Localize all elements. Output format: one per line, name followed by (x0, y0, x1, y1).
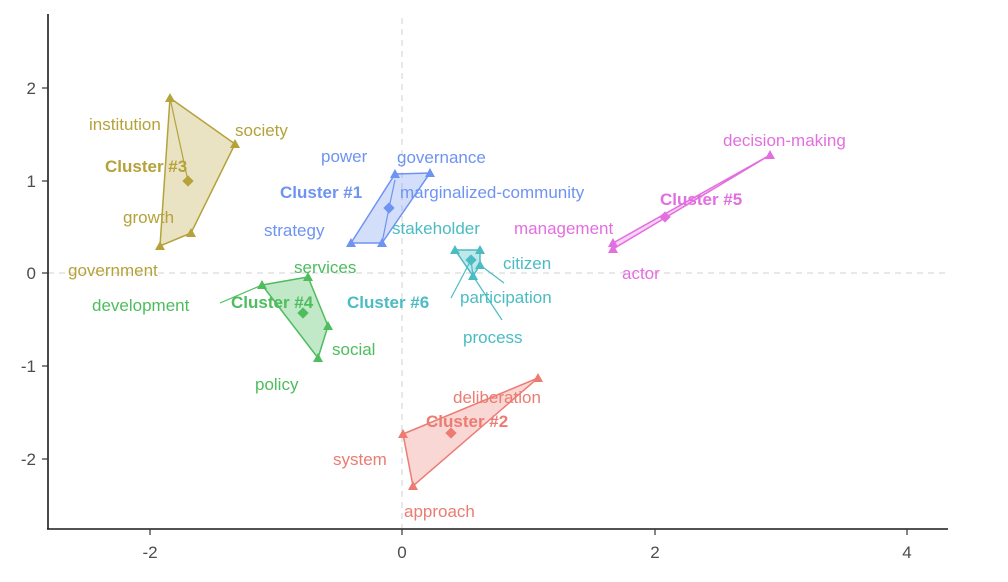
word-label-governance: governance (397, 148, 486, 167)
word-label-growth: growth (123, 208, 174, 227)
x-tick-label: 2 (650, 543, 659, 562)
word-label-citizen: citizen (503, 254, 551, 273)
cluster-5-group: decision-making management actor Cluster… (514, 131, 846, 283)
cluster-2-hull (402, 377, 539, 488)
word-label-decision-making: decision-making (723, 131, 846, 150)
word-label-services: services (294, 258, 356, 277)
word-label-stakeholder: stakeholder (392, 219, 480, 238)
cluster-4-hull (260, 276, 329, 360)
cluster-1-centroid-marker (383, 202, 395, 214)
y-tick-label: -2 (21, 450, 36, 469)
point-stakeholder-marker (377, 238, 387, 247)
point-development-marker (257, 280, 267, 289)
cluster-2-centroid-marker (445, 427, 457, 439)
x-tick-label: -2 (142, 543, 157, 562)
cluster-1-group: power governance marginalized-community … (264, 147, 585, 247)
point-services-marker (303, 272, 313, 281)
cluster-3-centroid-marker (182, 175, 194, 187)
word-label-approach: approach (404, 502, 475, 521)
y-tick-label: 2 (27, 79, 36, 98)
point-society-marker (230, 139, 240, 148)
point-decision-making-marker (765, 150, 775, 159)
word-label-deliberation: deliberation (453, 388, 541, 407)
word-label-marginalized-community: marginalized-community (400, 183, 585, 202)
word-label-system: system (333, 450, 387, 469)
point-stakeholder-c6-marker (450, 245, 460, 254)
word-label-process: process (463, 328, 523, 347)
point-management-marker (608, 238, 618, 247)
cluster-3-group: institution society growth government Cl… (68, 93, 288, 280)
word-label-policy: policy (255, 375, 299, 394)
point-governance-marker (425, 168, 435, 177)
word-label-management: management (514, 219, 614, 238)
cluster-4-label: Cluster #4 (231, 293, 314, 312)
point-participation-marker (475, 260, 485, 269)
point-policy-marker (313, 353, 323, 362)
word-label-power: power (321, 147, 368, 166)
cluster-3-label: Cluster #3 (105, 157, 187, 176)
point-government-marker (155, 241, 165, 250)
y-axis: 2 1 0 -1 -2 (21, 14, 49, 529)
y-tick-label: 0 (27, 264, 36, 283)
cluster-1-label: Cluster #1 (280, 183, 362, 202)
x-tick-label: 0 (397, 543, 406, 562)
point-deliberation-marker (533, 373, 543, 382)
point-social-marker (323, 321, 333, 330)
cluster-6-label: Cluster #6 (347, 293, 429, 312)
word-label-strategy: strategy (264, 221, 325, 240)
cluster-5-label: Cluster #5 (660, 190, 742, 209)
point-citizen-marker (475, 245, 485, 254)
point-approach-marker (408, 481, 418, 490)
word-label-government: government (68, 261, 158, 280)
word-label-actor: actor (622, 264, 660, 283)
word-label-institution: institution (89, 115, 161, 134)
point-system-marker (398, 429, 408, 438)
word-label-society: society (235, 121, 288, 140)
word-label-development: development (92, 296, 190, 315)
cluster-4-group: services development social policy Clust… (92, 258, 375, 394)
point-institution-marker (165, 93, 175, 102)
cluster-2-label: Cluster #2 (426, 412, 508, 431)
reference-lines (48, 18, 948, 528)
y-tick-label: -1 (21, 357, 36, 376)
word-label-participation: participation (460, 288, 552, 307)
point-power-marker (390, 169, 400, 178)
point-strategy-marker (346, 238, 356, 247)
cluster-5-centroid-marker (659, 211, 671, 223)
x-axis: -2 0 2 4 (47, 528, 948, 562)
x-tick-label: 4 (902, 543, 911, 562)
cluster-2-group: deliberation system approach Cluster #2 (333, 373, 543, 521)
cluster-6-centroid-marker (465, 254, 477, 266)
cluster-6-group: stakeholder citizen participation proces… (347, 219, 552, 347)
word-label-social: social (332, 340, 375, 359)
y-tick-label: 1 (27, 172, 36, 191)
point-process-marker (468, 271, 478, 280)
point-growth-marker (186, 228, 196, 237)
point-actor-marker (608, 244, 618, 253)
cluster-4-centroid-marker (297, 307, 309, 319)
